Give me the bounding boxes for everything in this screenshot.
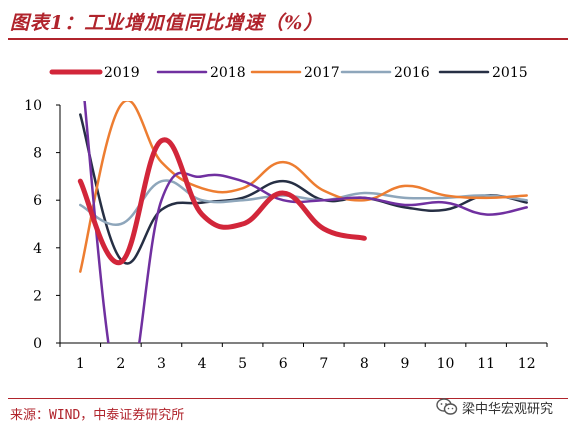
title-bar: 图表1：工业增加值同比增速（%） bbox=[0, 0, 576, 40]
x-tick-label: 8 bbox=[360, 356, 369, 372]
series-line-2019 bbox=[77, 137, 367, 265]
y-tick-label: 10 bbox=[24, 98, 42, 114]
x-tick-label: 9 bbox=[400, 356, 409, 372]
y-tick-label: 8 bbox=[33, 146, 42, 162]
y-tick-label: 4 bbox=[33, 241, 42, 257]
legend-label-2017: 2017 bbox=[304, 65, 340, 81]
legend-label-2015: 2015 bbox=[492, 65, 528, 81]
y-tick-label: 0 bbox=[33, 336, 42, 352]
title-underline bbox=[8, 38, 568, 40]
x-tick-label: 3 bbox=[157, 356, 166, 372]
x-tick-label: 11 bbox=[477, 356, 495, 372]
x-tick-label: 7 bbox=[319, 356, 328, 372]
series-line-2016 bbox=[79, 179, 528, 226]
x-tick-label: 6 bbox=[279, 356, 288, 372]
chart-area: 0 2 4 6 8 10 1 2 3 4 5 6 7 8 9 10 11 12 2019 2018 2017 2016 20… bbox=[0, 50, 576, 390]
x-tick-label: 10 bbox=[437, 356, 455, 372]
series-line-2018 bbox=[83, 101, 528, 343]
watermark: 梁中华宏观研究 bbox=[436, 393, 570, 421]
source-note: 来源：WIND，中泰证券研究所 bbox=[10, 408, 185, 423]
x-tick-label: 5 bbox=[238, 356, 247, 372]
y-tick-label: 6 bbox=[33, 193, 42, 209]
y-tick-label: 2 bbox=[33, 288, 42, 304]
legend-label-2018: 2018 bbox=[210, 65, 246, 81]
x-tick-label: 2 bbox=[116, 356, 125, 372]
x-tick-label: 4 bbox=[198, 356, 207, 372]
series-line-2015 bbox=[79, 113, 528, 265]
x-tick-label: 1 bbox=[76, 356, 85, 372]
footer-divider bbox=[8, 398, 568, 399]
watermark-text: 梁中华宏观研究 bbox=[462, 401, 554, 417]
x-tick-label: 12 bbox=[518, 356, 536, 372]
legend-label-2019: 2019 bbox=[104, 65, 140, 81]
series-line-2017 bbox=[79, 101, 528, 273]
chart-title: 图表1：工业增加值同比增速（%） bbox=[10, 12, 324, 34]
legend-label-2016: 2016 bbox=[394, 65, 430, 81]
wechat-icon bbox=[436, 398, 458, 415]
